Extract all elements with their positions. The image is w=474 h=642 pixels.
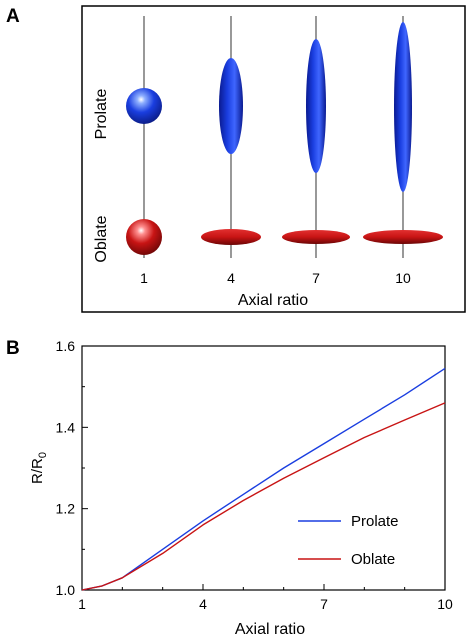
y-tick-label: 1.6: [56, 338, 76, 354]
panel-a-frame: [81, 5, 466, 313]
panel-a-tick-10: 10: [395, 270, 411, 286]
x-axis-label: Axial ratio: [235, 621, 305, 638]
oblate-disk-7: [282, 230, 350, 244]
prolate-row-label: Prolate: [93, 89, 110, 140]
panel-a-letter: A: [6, 6, 20, 27]
x-tick-label: 4: [199, 596, 207, 612]
series-line-oblate: [81, 402, 446, 591]
y-tick-label: 1.0: [56, 582, 76, 598]
panel-b-letter: B: [6, 338, 20, 359]
legend-label-prolate: Prolate: [351, 513, 399, 530]
prolate-sphere-1: [126, 88, 162, 124]
prolate-ellipsoid-4: [219, 58, 243, 154]
x-tick-label: 10: [437, 596, 453, 612]
panel-b-chart: 1 4 7 10 1.0 1.2 1.4 1.6 R/R0 Axial ratio Prola…: [29, 338, 453, 638]
prolate-ellipsoid-7: [306, 39, 326, 173]
y-tick-label: 1.4: [56, 419, 76, 435]
oblate-row-label: Oblate: [93, 215, 110, 262]
panel-a-xlabel: Axial ratio: [238, 292, 308, 309]
y-axis-label-main: R/R: [29, 458, 46, 484]
panel-a-diagram: Prolate Oblate 1 4 7 10 Axial ratio: [81, 5, 466, 313]
panel-a-tick-4: 4: [227, 270, 235, 286]
oblate-disk-10: [363, 230, 443, 244]
oblate-sphere-1: [126, 219, 162, 255]
y-axis-label-subscript: 0: [37, 452, 49, 458]
oblate-disk-4: [201, 229, 261, 245]
x-tick-label: 7: [320, 596, 328, 612]
panel-a-tick-7: 7: [312, 270, 320, 286]
y-tick-label: 1.2: [56, 501, 76, 517]
x-tick-label: 1: [78, 596, 86, 612]
legend-label-oblate: Oblate: [351, 551, 395, 568]
panel-a-tick-1: 1: [140, 270, 148, 286]
prolate-ellipsoid-10: [394, 22, 412, 192]
y-axis-label: R/R0: [29, 452, 49, 484]
